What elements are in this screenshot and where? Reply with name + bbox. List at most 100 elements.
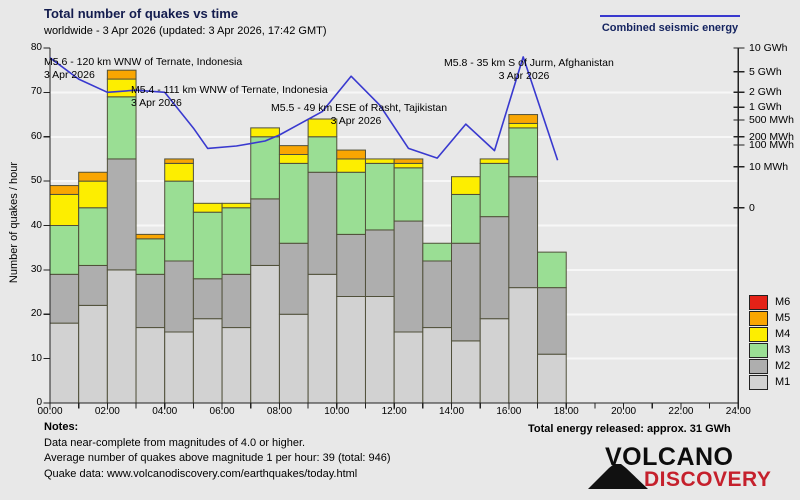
bar-segment-16:00-M2 xyxy=(508,176,539,289)
y-tick-label: 50 xyxy=(30,175,42,187)
energy-tick-label: 10 GWh xyxy=(749,42,788,54)
bar-segment-06:00-M3 xyxy=(221,207,252,275)
x-tick-label: 14:00 xyxy=(438,406,465,417)
notes-line: Quake data: www.volcanodiscovery.com/ear… xyxy=(44,467,358,480)
y-tick-label: 30 xyxy=(30,263,42,275)
bar-segment-06:00-M1 xyxy=(221,327,252,404)
bar-segment-13:00-M2 xyxy=(422,260,453,329)
legend-label: M6 xyxy=(775,296,791,308)
bar-segment-12:00-M2 xyxy=(393,220,424,333)
annotation-date: 3 Apr 2026 xyxy=(330,114,382,127)
bar-segment-16:00-M1 xyxy=(508,287,539,404)
energy-tick-label: 0 xyxy=(749,201,755,214)
legend-label: M1 xyxy=(775,376,791,388)
annotation-jurm-m58: M5.8 - 35 km S of Jurm, Afghanistan 3 Ap… xyxy=(444,57,614,82)
bar-segment-04:00-M2 xyxy=(164,260,194,333)
bar-segment-12:00-M4 xyxy=(393,162,424,169)
annotation-text: M5.5 - 49 km ESE of Rasht, Tajikistan xyxy=(271,102,448,114)
page-title: Total number of quakes vs time xyxy=(44,6,239,21)
energy-line-legend: Combined seismic energy xyxy=(600,15,740,34)
bar-segment-02:00-M2 xyxy=(106,158,137,271)
bar-segment-05:00-M3 xyxy=(192,211,223,280)
notes-line: Average number of quakes above magnitude… xyxy=(44,452,391,464)
legend-label: M3 xyxy=(775,344,791,356)
legend-item-m6: M6 xyxy=(749,294,790,310)
legend-item-m4: M4 xyxy=(749,326,790,342)
annotation-text: M5.4 - 111 km WNW of Ternate, Indonesia xyxy=(131,84,328,96)
bar-segment-05:00-M4 xyxy=(192,202,223,213)
bar-segment-17:00-M1 xyxy=(537,353,567,404)
x-tick-label: 16:00 xyxy=(496,406,522,417)
bar-segment-09:00-M4 xyxy=(307,118,338,138)
bar-segment-06:00-M4 xyxy=(221,202,252,209)
bar-segment-12:00-M1 xyxy=(393,331,424,404)
bar-segment-08:00-M4 xyxy=(278,154,309,164)
logo-text-discovery: DISCOVERY xyxy=(644,468,772,491)
bar-segment-03:00-M1 xyxy=(135,327,166,404)
legend-item-m3: M3 xyxy=(749,342,790,358)
y-tick-label: 60 xyxy=(30,130,42,142)
bar-segment-00:00-M2 xyxy=(49,273,80,324)
energy-tick-label: 2 GWh xyxy=(749,86,782,99)
bar-segment-16:00-M3 xyxy=(508,127,539,178)
legend-label: M2 xyxy=(775,360,791,372)
x-tick-label: 24:00 xyxy=(725,406,751,417)
bar-segment-11:00-M4 xyxy=(364,158,395,164)
x-tick-label: 10:00 xyxy=(324,406,350,417)
bar-segment-03:00-M2 xyxy=(135,273,166,329)
bar-segment-10:00-M4 xyxy=(336,158,366,173)
bar-segment-03:00-M5 xyxy=(135,233,166,240)
bar-segment-07:00-M1 xyxy=(250,264,280,404)
bar-segment-12:00-M5 xyxy=(393,158,424,164)
bar-segment-17:00-M3 xyxy=(537,251,567,289)
annotation-ternate-m54: M5.4 - 111 km WNW of Ternate, Indonesia … xyxy=(131,84,328,109)
energy-tick-label: 200 MWh xyxy=(749,130,794,143)
y-tick-label: 80 xyxy=(30,42,42,53)
energy-tick-label: 10 MWh xyxy=(749,160,789,173)
x-tick-label: 20:00 xyxy=(611,406,637,417)
energy-line-sample-icon xyxy=(600,15,740,17)
x-tick-label: 02:00 xyxy=(94,406,120,417)
bar-segment-11:00-M1 xyxy=(364,296,395,404)
x-tick-label: 22:00 xyxy=(668,406,694,417)
bar-segment-04:00-M5 xyxy=(164,158,194,164)
bar-segment-09:00-M1 xyxy=(307,273,338,404)
bar-segment-01:00-M3 xyxy=(78,207,108,266)
x-tick-label: 18:00 xyxy=(553,406,579,417)
bar-segment-07:00-M4 xyxy=(250,127,280,138)
bar-segment-01:00-M4 xyxy=(78,180,108,209)
bar-segment-14:00-M4 xyxy=(451,176,481,195)
bar-segment-10:00-M2 xyxy=(336,233,366,297)
bar-segment-16:00-M5 xyxy=(508,114,539,124)
bar-segment-06:00-M2 xyxy=(221,273,252,329)
bar-segment-00:00-M3 xyxy=(49,225,80,275)
bar-segment-10:00-M3 xyxy=(336,171,366,235)
bar-segment-15:00-M1 xyxy=(479,318,510,404)
bar-segment-04:00-M4 xyxy=(164,162,194,182)
bar-segment-00:00-M5 xyxy=(49,185,80,195)
annotation-date: 3 Apr 2026 xyxy=(131,96,182,109)
bar-segment-11:00-M2 xyxy=(364,229,395,297)
energy-tick-label: 5 GWh xyxy=(749,65,782,78)
y-tick-label: 70 xyxy=(30,86,42,98)
bar-segment-14:00-M1 xyxy=(451,340,481,404)
legend-swatch-m4 xyxy=(749,326,768,342)
legend-swatch-m6 xyxy=(749,294,768,310)
bar-segment-16:00-M4 xyxy=(508,122,539,129)
notes-heading: Notes: xyxy=(44,421,79,433)
x-tick-label: 08:00 xyxy=(266,406,292,417)
x-tick-label: 00:00 xyxy=(37,406,63,417)
bar-segment-05:00-M1 xyxy=(192,318,223,404)
volcano-triangle-icon xyxy=(588,464,648,489)
bar-segment-08:00-M1 xyxy=(278,313,309,404)
bar-segment-00:00-M4 xyxy=(49,193,80,226)
annotation-text: M5.8 - 35 km S of Jurm, Afghanistan xyxy=(444,57,614,69)
notes-line: Data near-complete from magnitudes of 4.… xyxy=(44,436,306,449)
legend-swatch-m1 xyxy=(749,374,768,390)
energy-tick-label: 100 MWh xyxy=(749,139,794,151)
logo-text-volcano: VOLCANO xyxy=(605,443,734,471)
volcanodiscovery-logo: VOLCANO DISCOVERY xyxy=(588,443,772,495)
bar-segment-02:00-M5 xyxy=(106,69,137,80)
bar-segment-15:00-M4 xyxy=(479,158,510,164)
